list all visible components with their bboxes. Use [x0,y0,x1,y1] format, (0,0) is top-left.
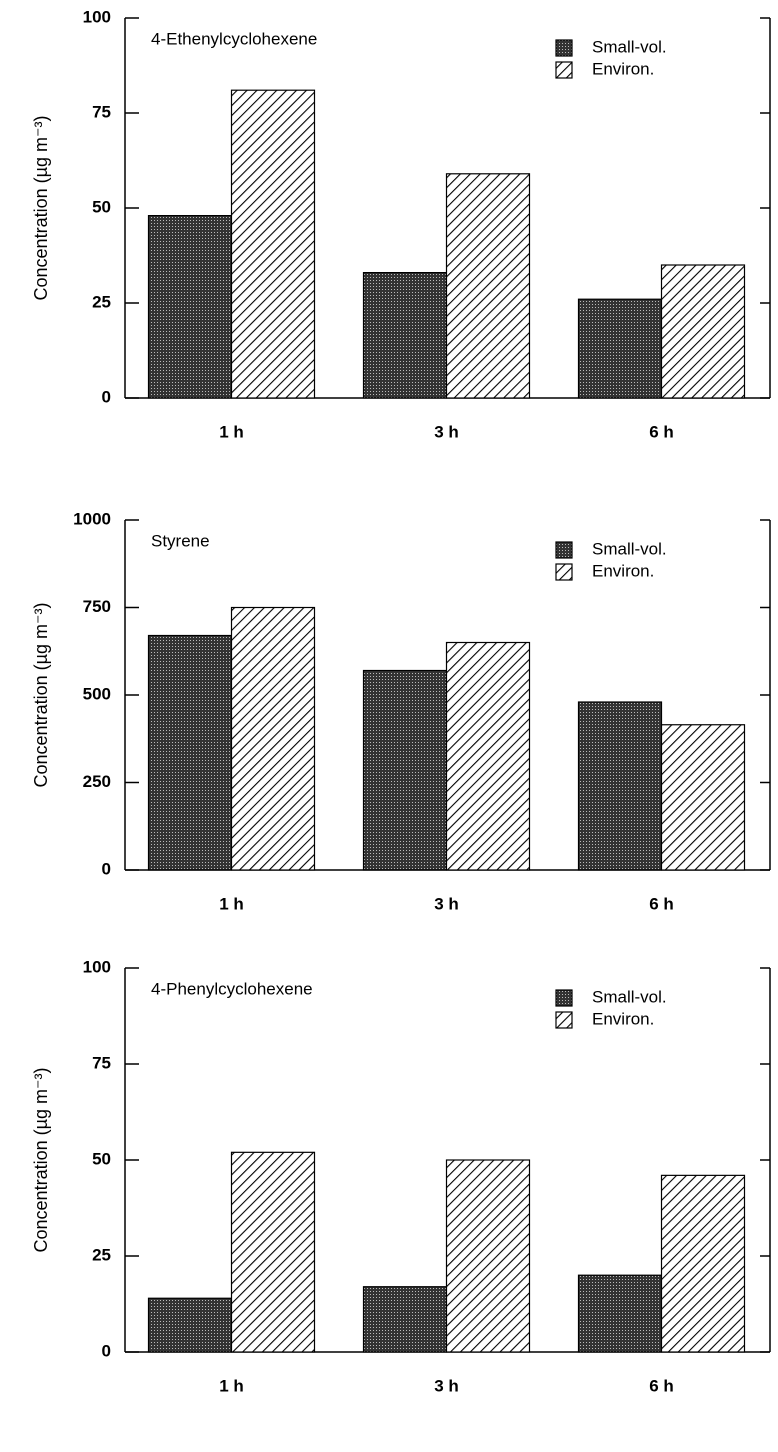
y-tick-label: 750 [83,597,111,616]
legend-label: Environ. [592,59,654,78]
bar [362,669,448,871]
bar [147,634,233,871]
y-tick-label: 0 [102,859,111,878]
bar [660,1174,746,1353]
bar [230,89,316,399]
bar [577,298,663,399]
chart-title: 4-Phenylcyclohexene [151,979,313,998]
y-tick-label: 25 [92,1245,111,1264]
bar [362,1286,448,1353]
legend-label: Environ. [592,561,654,580]
legend-swatch [555,61,573,79]
y-tick-label: 500 [83,684,111,703]
x-tick-label: 6 h [649,894,674,913]
y-tick-label: 75 [92,102,111,121]
bar [660,264,746,399]
legend-swatch [555,39,573,57]
y-axis-label: Concentration (µg m⁻³) [31,1068,51,1253]
x-tick-label: 1 h [219,1376,244,1395]
x-tick-label: 6 h [649,422,674,441]
y-axis-label: Concentration (µg m⁻³) [31,116,51,301]
chart-title: 4-Ethenylcyclohexene [151,29,317,48]
bar [230,606,316,871]
bar [147,215,233,399]
y-tick-label: 250 [83,772,111,791]
y-tick-label: 100 [83,7,111,26]
y-tick-label: 0 [102,1341,111,1360]
chart-title: Styrene [151,531,210,550]
bar [660,724,746,871]
legend-label: Small-vol. [592,987,667,1006]
bar [577,701,663,871]
bar [445,1159,531,1353]
y-tick-label: 50 [92,197,111,216]
y-tick-label: 0 [102,387,111,406]
bar [147,1297,233,1353]
x-tick-label: 3 h [434,894,459,913]
x-tick-label: 1 h [219,422,244,441]
legend-label: Environ. [592,1009,654,1028]
legend-label: Small-vol. [592,539,667,558]
y-tick-label: 25 [92,292,111,311]
bar [445,641,531,871]
bar [577,1274,663,1353]
bar [445,173,531,399]
bar [230,1151,316,1353]
legend-swatch [555,563,573,581]
bar [362,272,448,399]
legend-label: Small-vol. [592,37,667,56]
x-tick-label: 3 h [434,1376,459,1395]
y-tick-label: 50 [92,1149,111,1168]
x-tick-label: 6 h [649,1376,674,1395]
y-axis-label: Concentration (µg m⁻³) [31,603,51,788]
x-tick-label: 1 h [219,894,244,913]
x-tick-label: 3 h [434,422,459,441]
legend-swatch [555,1011,573,1029]
y-tick-label: 100 [83,957,111,976]
y-tick-label: 1000 [73,509,111,528]
legend-swatch [555,541,573,559]
legend-swatch [555,989,573,1007]
y-tick-label: 75 [92,1053,111,1072]
